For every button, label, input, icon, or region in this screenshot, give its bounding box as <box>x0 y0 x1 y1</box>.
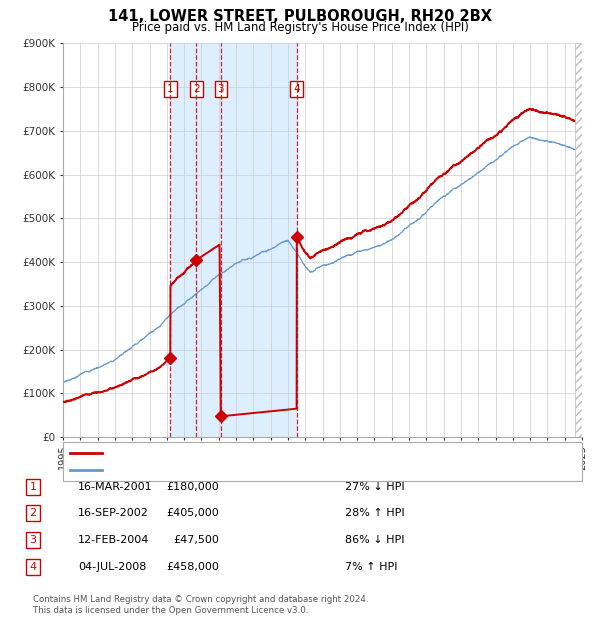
Text: Contains HM Land Registry data © Crown copyright and database right 2024.: Contains HM Land Registry data © Crown c… <box>33 595 368 604</box>
Text: 1: 1 <box>167 84 174 94</box>
Text: 1: 1 <box>29 482 37 492</box>
Text: 86% ↓ HPI: 86% ↓ HPI <box>345 535 404 545</box>
Text: 04-JUL-2008: 04-JUL-2008 <box>78 562 146 572</box>
Bar <box>170 43 297 437</box>
Text: 3: 3 <box>29 535 37 545</box>
Text: 16-MAR-2001: 16-MAR-2001 <box>78 482 152 492</box>
Text: 2: 2 <box>29 508 37 518</box>
Text: £47,500: £47,500 <box>173 535 219 545</box>
Text: 3: 3 <box>217 84 224 94</box>
Text: 28% ↑ HPI: 28% ↑ HPI <box>345 508 404 518</box>
Text: 12-FEB-2004: 12-FEB-2004 <box>78 535 149 545</box>
Text: 7% ↑ HPI: 7% ↑ HPI <box>345 562 398 572</box>
Text: 4: 4 <box>293 84 300 94</box>
Text: This data is licensed under the Open Government Licence v3.0.: This data is licensed under the Open Gov… <box>33 606 308 615</box>
Text: £458,000: £458,000 <box>166 562 219 572</box>
Text: 141, LOWER STREET, PULBOROUGH, RH20 2BX: 141, LOWER STREET, PULBOROUGH, RH20 2BX <box>108 9 492 24</box>
Text: £180,000: £180,000 <box>166 482 219 492</box>
Text: 16-SEP-2002: 16-SEP-2002 <box>78 508 149 518</box>
Text: £405,000: £405,000 <box>166 508 219 518</box>
Text: 141, LOWER STREET, PULBOROUGH, RH20 2BX (detached house): 141, LOWER STREET, PULBOROUGH, RH20 2BX … <box>109 448 449 458</box>
Text: 4: 4 <box>29 562 37 572</box>
Text: 27% ↓ HPI: 27% ↓ HPI <box>345 482 404 492</box>
Text: 2: 2 <box>193 84 200 94</box>
Text: Price paid vs. HM Land Registry's House Price Index (HPI): Price paid vs. HM Land Registry's House … <box>131 21 469 34</box>
Text: HPI: Average price, detached house, Horsham: HPI: Average price, detached house, Hors… <box>109 465 349 475</box>
Bar <box>575 43 582 437</box>
